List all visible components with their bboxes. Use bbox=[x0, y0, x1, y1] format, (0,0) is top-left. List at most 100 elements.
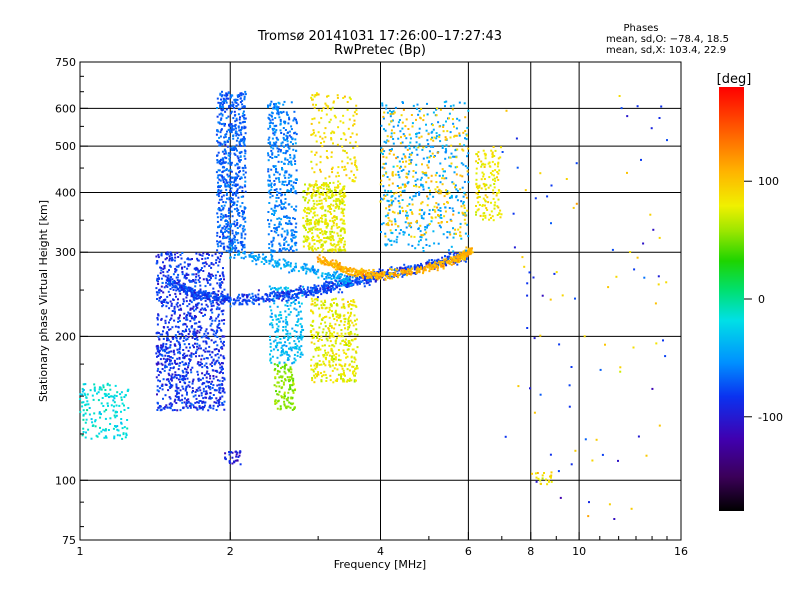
data-point bbox=[351, 348, 354, 351]
data-point bbox=[295, 222, 298, 225]
data-point bbox=[205, 328, 208, 331]
data-point bbox=[288, 249, 290, 252]
data-point bbox=[273, 125, 276, 128]
data-point bbox=[165, 358, 167, 361]
data-point bbox=[464, 260, 467, 263]
data-point bbox=[252, 295, 255, 298]
data-point bbox=[232, 204, 235, 206]
data-point bbox=[220, 383, 223, 386]
data-point bbox=[179, 362, 182, 365]
data-point bbox=[313, 190, 316, 193]
data-point bbox=[183, 330, 186, 333]
data-point bbox=[224, 156, 227, 159]
data-point bbox=[177, 298, 179, 301]
data-point bbox=[228, 128, 231, 131]
data-point bbox=[185, 277, 188, 279]
data-point bbox=[347, 300, 349, 303]
data-point bbox=[333, 345, 336, 348]
data-point bbox=[172, 367, 175, 370]
data-point bbox=[317, 186, 320, 189]
data-point bbox=[165, 252, 167, 255]
data-point bbox=[325, 240, 328, 243]
data-point bbox=[268, 117, 271, 120]
data-point bbox=[179, 304, 182, 307]
data-point bbox=[116, 425, 119, 428]
data-point bbox=[88, 407, 91, 409]
data-point bbox=[239, 97, 242, 100]
data-point bbox=[203, 401, 206, 404]
data-point bbox=[265, 298, 268, 300]
data-point bbox=[320, 243, 323, 246]
data-point bbox=[185, 401, 188, 404]
data-point bbox=[231, 240, 234, 243]
data-point bbox=[290, 187, 293, 190]
data-point bbox=[163, 369, 166, 372]
data-point bbox=[203, 296, 206, 299]
data-point bbox=[276, 369, 279, 372]
data-point bbox=[198, 292, 201, 295]
data-point bbox=[271, 243, 274, 246]
data-point bbox=[276, 147, 279, 150]
data-point bbox=[425, 262, 428, 264]
data-point bbox=[279, 376, 282, 378]
data-point bbox=[221, 290, 224, 293]
data-point bbox=[274, 107, 277, 110]
data-point bbox=[234, 299, 237, 302]
data-point bbox=[325, 358, 327, 361]
data-point bbox=[289, 156, 292, 159]
data-point bbox=[219, 337, 222, 340]
data-point bbox=[191, 336, 194, 339]
data-point bbox=[277, 381, 280, 384]
data-point bbox=[282, 136, 285, 139]
data-point bbox=[337, 234, 340, 237]
data-point bbox=[195, 407, 198, 410]
data-point bbox=[219, 191, 222, 194]
data-point bbox=[292, 143, 294, 146]
data-point bbox=[362, 274, 365, 277]
data-point bbox=[208, 279, 211, 281]
data-point bbox=[120, 410, 122, 413]
data-point bbox=[339, 313, 342, 316]
data-point bbox=[226, 245, 229, 248]
data-point bbox=[331, 237, 334, 240]
data-point bbox=[180, 308, 183, 311]
data-point bbox=[311, 237, 314, 240]
data-point bbox=[282, 326, 285, 328]
data-point bbox=[218, 391, 221, 394]
data-point bbox=[274, 130, 277, 133]
data-point bbox=[291, 373, 294, 376]
data-point bbox=[201, 254, 204, 257]
data-point bbox=[275, 288, 278, 291]
data-point bbox=[274, 331, 277, 333]
data-point bbox=[321, 217, 323, 220]
data-point bbox=[324, 364, 327, 367]
data-point bbox=[292, 157, 295, 160]
data-point bbox=[275, 323, 278, 326]
data-point bbox=[304, 207, 307, 209]
data-point bbox=[327, 351, 330, 354]
data-point bbox=[125, 434, 128, 437]
data-point bbox=[331, 298, 334, 301]
data-point bbox=[217, 290, 220, 293]
data-point bbox=[309, 185, 312, 188]
data-point bbox=[308, 219, 311, 222]
data-point bbox=[224, 185, 227, 188]
data-point bbox=[324, 307, 327, 310]
data-point bbox=[169, 276, 172, 279]
data-point bbox=[319, 228, 322, 231]
data-point bbox=[181, 401, 184, 404]
data-point bbox=[170, 254, 173, 257]
data-point bbox=[174, 253, 176, 256]
data-point bbox=[201, 401, 204, 404]
data-point bbox=[283, 400, 286, 403]
data-point bbox=[209, 392, 212, 395]
data-point bbox=[243, 105, 245, 108]
data-point bbox=[298, 348, 301, 351]
data-point bbox=[281, 289, 284, 292]
data-point bbox=[325, 199, 328, 202]
data-point bbox=[177, 341, 180, 344]
data-point bbox=[330, 326, 333, 329]
data-point bbox=[179, 352, 182, 355]
data-point bbox=[337, 240, 340, 243]
data-point bbox=[195, 273, 198, 276]
